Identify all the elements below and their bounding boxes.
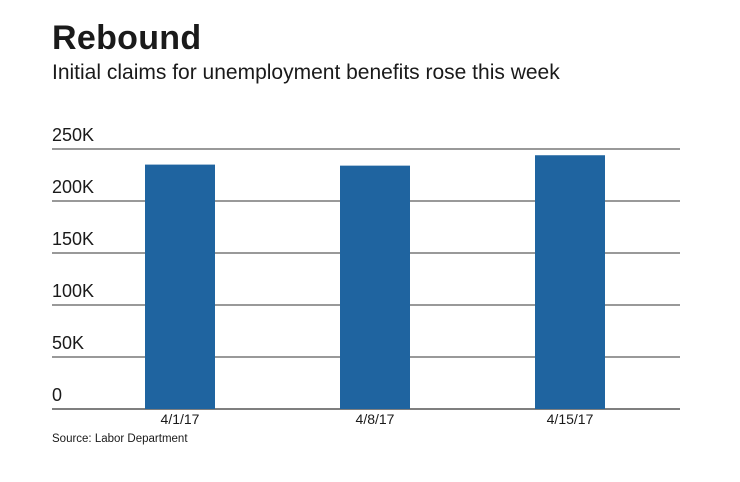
y-tick-label: 100K xyxy=(52,281,94,301)
y-tick-label: 0 xyxy=(52,385,62,405)
bar-1 xyxy=(340,165,410,409)
y-tick-label: 200K xyxy=(52,177,94,197)
source-note: Source: Labor Department xyxy=(52,433,188,445)
y-tick-label: 50K xyxy=(52,333,84,353)
bar-0 xyxy=(145,164,215,409)
x-tick-label: 4/8/17 xyxy=(356,411,395,427)
chart-subtitle: Initial claims for unemployment benefits… xyxy=(52,61,560,84)
bars xyxy=(145,155,605,409)
y-tick-label: 250K xyxy=(52,125,94,145)
x-tick-label: 4/15/17 xyxy=(547,411,594,427)
bar-2 xyxy=(535,155,605,409)
axis-labels: 0 50K 100K 150K 200K 250K 4/1/17 4/8/17 4/15/17 xyxy=(52,125,594,427)
chart-title: Rebound xyxy=(52,19,202,57)
x-tick-label: 4/1/17 xyxy=(161,411,200,427)
y-tick-label: 150K xyxy=(52,229,94,249)
